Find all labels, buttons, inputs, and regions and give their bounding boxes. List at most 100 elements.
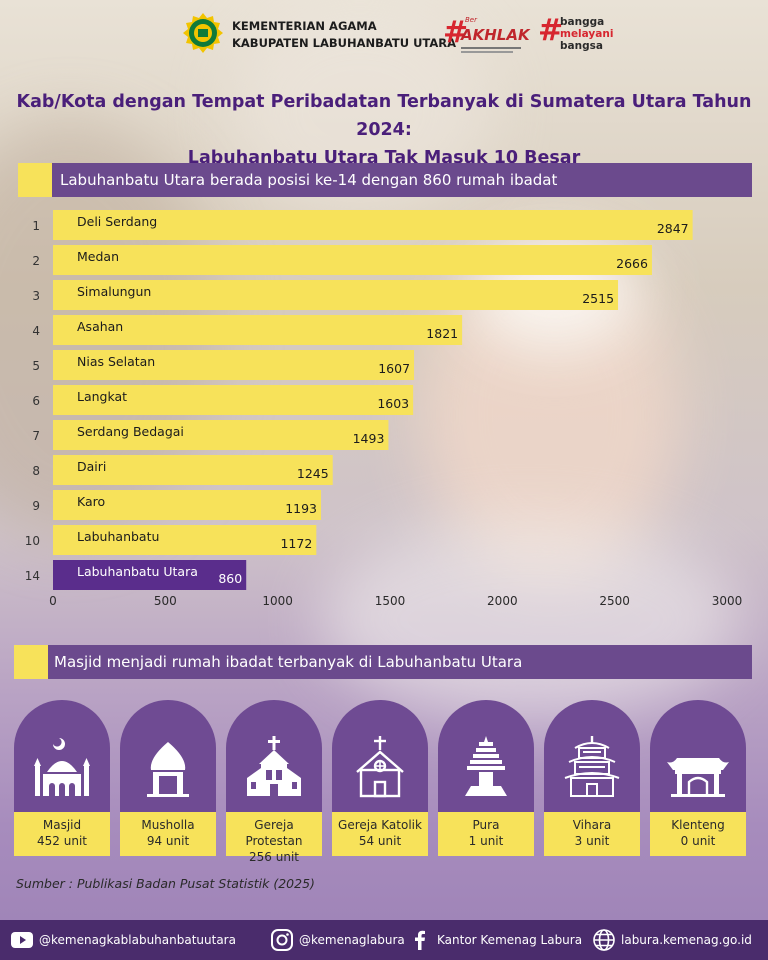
bar	[53, 315, 463, 345]
katolik-value: 54 unit	[358, 834, 402, 848]
page-title: Kab/Kota dengan Tempat Peribadatan Terba…	[0, 88, 768, 172]
pura-icon	[465, 736, 507, 796]
section1-accent	[18, 163, 52, 197]
value-label: 860	[218, 571, 242, 586]
rank-label: 2	[32, 254, 40, 268]
category-label: Asahan	[77, 319, 123, 334]
akhlak-word: AKHLAK	[461, 26, 530, 44]
bar	[53, 280, 619, 310]
facebook-icon	[415, 930, 425, 950]
youtube-link[interactable]: @kemenagkablabuhanbatuutara	[10, 920, 236, 960]
category-label: Dairi	[77, 459, 106, 474]
bar	[53, 350, 415, 380]
bar	[53, 455, 333, 485]
facebook-name: Kantor Kemenag Labura	[437, 933, 583, 947]
worship-places-row: Masjid 452 unit Musholla 94 unit	[0, 700, 768, 864]
musholla-icon	[147, 742, 189, 797]
bar-chart: 1 Deli Serdang 2847 2 Medan 2666 3 Simalungun 25…	[25, 210, 742, 608]
bar	[53, 420, 389, 450]
value-label: 2515	[582, 291, 614, 306]
rank-label: 10	[25, 534, 40, 548]
globe-icon	[593, 929, 615, 951]
akhlak-tagline	[461, 46, 525, 53]
akhlak-hash: #	[443, 15, 469, 50]
bangga-line-3: bangsa	[560, 40, 603, 52]
value-label: 2847	[657, 221, 689, 236]
bar	[53, 560, 247, 590]
rank-label: 8	[32, 464, 40, 478]
org-line-1: KEMENTERIAN AGAMA	[232, 19, 377, 33]
tick-label: 1000	[262, 594, 293, 608]
akhlak-ber: Ber	[465, 16, 477, 24]
website-link[interactable]: labura.kemenag.go.id	[592, 920, 752, 960]
pura-name: Pura	[472, 818, 500, 832]
title-line-1: Kab/Kota dengan Tempat Peribadatan Terba…	[16, 92, 752, 140]
organization-name: KEMENTERIAN AGAMA KABUPATEN LABUHANBATU …	[232, 18, 456, 52]
bangga-hash: #	[538, 13, 564, 48]
category-label: Serdang Bedagai	[77, 424, 184, 439]
tick-label: 500	[154, 594, 177, 608]
category-label: Langkat	[77, 389, 127, 404]
musholla-name: Musholla	[141, 818, 195, 832]
rank-label: 1	[32, 219, 40, 233]
masjid-name: Masjid	[42, 818, 82, 832]
card-gereja-katolik: Gereja Katolik 54 unit	[332, 700, 428, 856]
facebook-link[interactable]: Kantor Kemenag Labura	[408, 920, 582, 960]
bar	[53, 210, 693, 240]
card-klenteng: Klenteng 0 unit	[650, 700, 746, 856]
rank-label: 3	[32, 289, 40, 303]
tick-label: 2500	[599, 594, 630, 608]
youtube-icon	[11, 932, 33, 948]
rank-label: 4	[32, 324, 40, 338]
rank-label: 5	[32, 359, 40, 373]
mosque-icon	[34, 738, 90, 796]
vihara-icon	[564, 736, 620, 797]
section2-text: Masjid menjadi rumah ibadat terbanyak di…	[54, 653, 523, 671]
bar	[53, 245, 652, 275]
value-label: 1821	[426, 326, 458, 341]
card-masjid: Masjid 452 unit	[14, 700, 110, 856]
instagram-link[interactable]: @kemenaglabura	[270, 920, 405, 960]
instagram-handle: @kemenaglabura	[299, 933, 405, 947]
klenteng-name: Klenteng	[671, 818, 725, 832]
value-label: 1607	[378, 361, 410, 376]
value-label: 1193	[285, 501, 317, 516]
section2-header: Masjid menjadi rumah ibadat terbanyak di…	[48, 645, 752, 679]
value-label: 1603	[377, 396, 409, 411]
vihara-value: 3 unit	[574, 834, 610, 848]
card-gereja-protestan: Gereja Protestan 256 unit	[226, 700, 322, 864]
card-musholla: Musholla 94 unit	[120, 700, 216, 856]
card-vihara: Vihara 3 unit	[544, 700, 640, 856]
rank-label: 7	[32, 429, 40, 443]
klenteng-icon	[667, 758, 729, 797]
bangga-melayani-logo: # bangga melayani bangsa	[538, 12, 620, 58]
protestan-name: Gereja Protestan	[245, 818, 303, 848]
section2-accent	[14, 645, 48, 679]
bangga-line-2: melayani	[560, 28, 614, 40]
category-label: Simalungun	[77, 284, 151, 299]
category-label: Medan	[77, 249, 119, 264]
youtube-handle: @kemenagkablabuhanbatuutara	[39, 933, 236, 947]
masjid-value: 452 unit	[37, 834, 87, 848]
bar	[53, 385, 414, 415]
rank-label: 14	[25, 569, 40, 583]
value-label: 2666	[616, 256, 648, 271]
instagram-icon	[271, 929, 293, 951]
category-label: Labuhanbatu Utara	[77, 564, 198, 579]
katolik-name: Gereja Katolik	[338, 818, 422, 832]
protestan-value: 256 unit	[249, 850, 299, 864]
bar	[53, 490, 322, 520]
catholic-church-icon	[356, 736, 404, 798]
tick-label: 1500	[375, 594, 406, 608]
musholla-value: 94 unit	[146, 834, 190, 848]
section1-text: Labuhanbatu Utara berada posisi ke-14 de…	[60, 171, 558, 189]
value-label: 1172	[280, 536, 312, 551]
rank-label: 6	[32, 394, 40, 408]
rank-label: 9	[32, 499, 40, 513]
klenteng-value: 0 unit	[680, 834, 716, 848]
footer: @kemenagkablabuhanbatuutara @kemenaglabu…	[0, 920, 768, 960]
akhlak-logo: # Ber AKHLAK	[443, 14, 530, 58]
tick-label: 0	[49, 594, 57, 608]
org-line-2: KABUPATEN LABUHANBATU UTARA	[232, 36, 457, 50]
source-note: Sumber : Publikasi Badan Pusat Statistik…	[16, 876, 315, 891]
